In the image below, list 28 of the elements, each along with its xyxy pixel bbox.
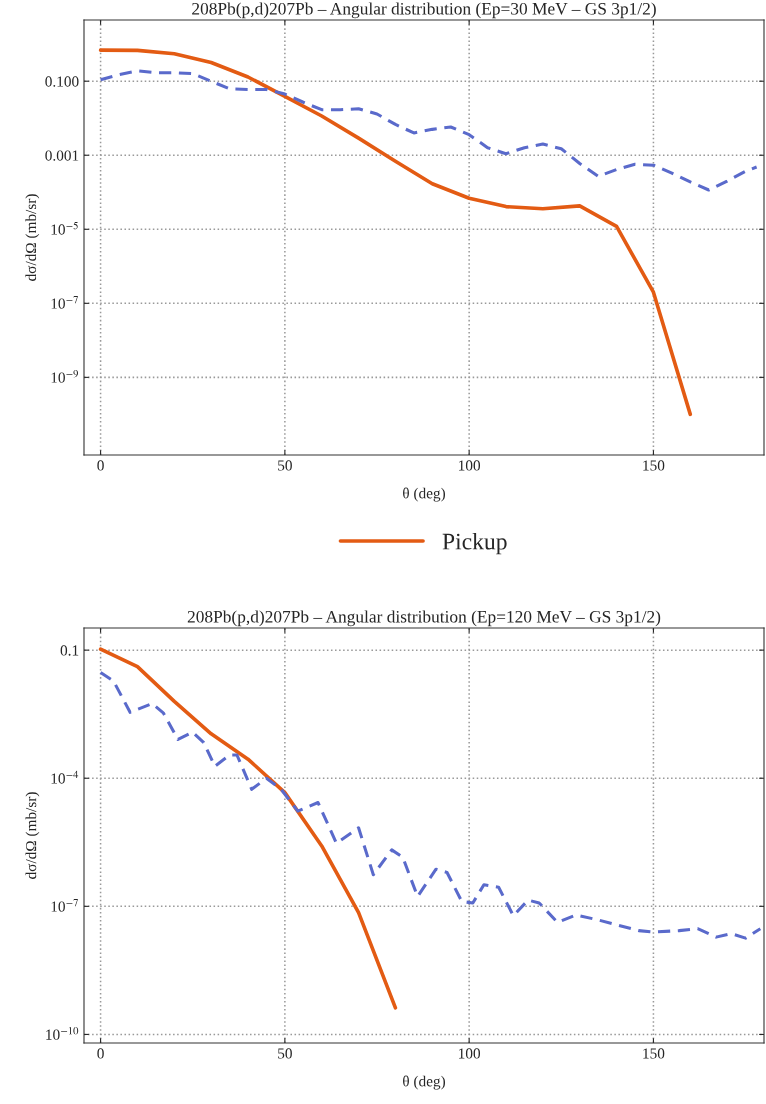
x-tick-label: 50 [278, 460, 292, 471]
chart-title: 208Pb(p,d)207Pb – Angular distribution (Ep=30 MeV – GS 3p1/2) [192, 2, 656, 19]
y-tick-label: 0.001 [45, 150, 79, 161]
x-axis-title: θ (deg) [403, 1075, 446, 1090]
x-tick-label: 0 [97, 1048, 104, 1059]
line-series [98, 647, 398, 1010]
y-tick-label: 0.100 [45, 76, 79, 87]
y-axis-title: dσ/dΩ (mb/sr) [25, 792, 40, 879]
legend-label: Pickup [442, 532, 507, 555]
y-tick-label: 10$^{−5}$ [51, 221, 78, 235]
y-tick-label: 10$^{−9}$ [51, 369, 79, 383]
x-tick-label: 100 [459, 1048, 481, 1059]
x-tick-label: 150 [643, 1048, 665, 1059]
x-tick-label: 0 [97, 460, 104, 471]
x-tick-label: 50 [278, 1048, 292, 1059]
x-tick-label: 100 [459, 460, 481, 471]
y-tick-label: 0.1 [60, 645, 79, 656]
y-tick-label: 10$^{−4}$ [51, 770, 79, 784]
line-series [99, 69, 759, 192]
y-tick-label: 10$^{−7}$ [51, 899, 78, 912]
line-series [98, 48, 693, 417]
y-axis-title: dσ/dΩ (mb/sr) [25, 194, 40, 281]
line-series [99, 670, 762, 940]
y-tick-label: 10$^{−7}$ [51, 296, 78, 309]
x-axis-title: θ (deg) [403, 487, 446, 502]
chart-title: 208Pb(p,d)207Pb – Angular distribution (Ep=120 MeV – GS 3p1/2) [187, 610, 661, 627]
x-tick-label: 150 [643, 460, 665, 471]
y-tick-label: 10$^{−10}$ [46, 1027, 79, 1040]
